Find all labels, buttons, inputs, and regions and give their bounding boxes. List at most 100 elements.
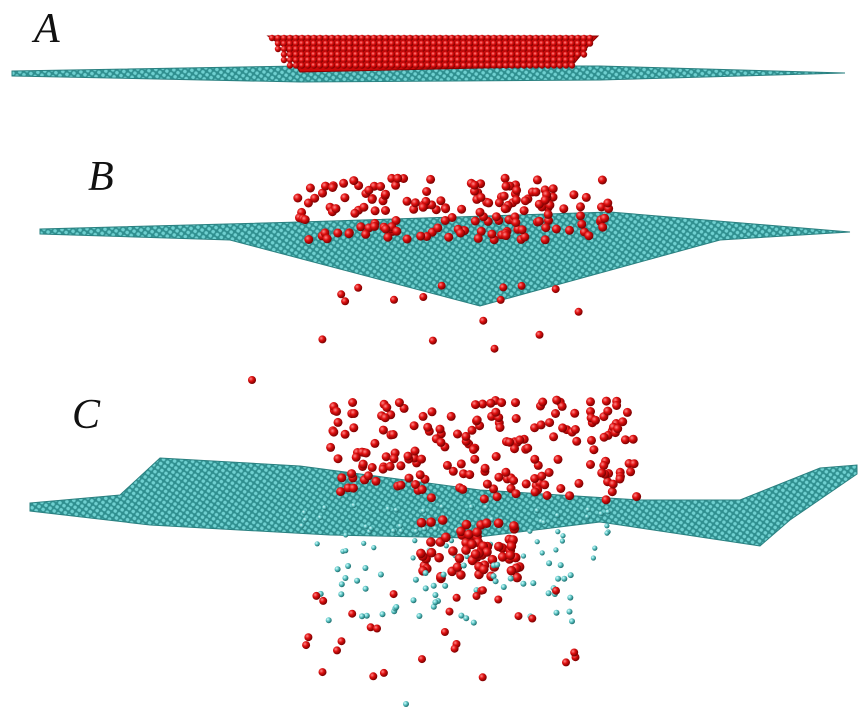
red-atom [438,515,448,525]
red-atom [496,423,505,432]
red-atom [503,35,509,41]
atom-group [248,376,641,707]
red-atom [527,57,533,63]
red-atom [533,57,539,63]
red-atom [587,436,596,445]
red-atom [569,46,575,52]
cyan-atom [315,541,320,546]
cyan-atom [535,539,540,544]
red-atom [497,57,503,63]
cyan-atom [567,609,573,615]
cyan-atom [416,613,422,619]
red-atom [369,672,377,680]
red-atom [287,57,293,63]
red-atom [491,35,497,41]
red-atom [347,46,353,52]
red-atom [499,283,507,291]
red-atom [317,46,323,52]
red-atom [426,175,435,184]
red-atom [597,468,606,477]
red-atom [350,209,359,218]
red-atom [465,470,474,479]
red-atom [485,35,491,41]
cyan-atom [326,617,332,623]
red-atom [501,468,510,477]
red-atom [458,485,467,494]
red-atom [306,184,315,193]
red-atom [396,461,405,470]
cyan-atom [391,528,396,533]
red-atom [395,40,401,46]
red-atom [348,610,356,618]
red-atom [275,46,281,52]
red-atom [481,464,490,473]
red-atom [347,40,353,46]
cyan-atom [403,701,409,707]
red-atom [539,51,545,57]
red-atom [353,40,359,46]
red-atom [381,413,390,422]
red-atom [551,57,557,63]
red-atom [317,57,323,63]
red-atom [486,399,495,408]
red-atom [491,345,499,353]
red-atom [612,401,621,410]
panel-label: B [88,154,114,200]
cyan-atom [494,562,500,568]
red-atom [441,533,451,543]
red-atom [287,40,293,46]
red-atom [598,223,607,232]
cyan-atom [339,581,345,587]
red-atom [377,40,383,46]
red-atom [371,40,377,46]
red-atom [473,46,479,52]
red-atom [511,398,520,407]
red-atom [383,40,389,46]
cyan-atom [555,513,560,518]
red-atom [382,403,391,412]
cyan-atom [399,528,404,533]
red-atom [411,198,420,207]
red-atom [411,447,420,456]
red-atom [538,398,547,407]
red-atom [467,35,473,41]
red-atom [410,421,419,430]
cyan-atom [385,506,390,511]
red-atom [392,227,401,236]
red-atom [333,229,342,238]
sheet [40,212,850,306]
red-atom [571,425,580,434]
cyan-atom [461,563,467,569]
red-atom [551,51,557,57]
red-atom [575,40,581,46]
red-atom [299,51,305,57]
cyan-atom [299,523,304,528]
red-atom [484,198,493,207]
red-atom [447,412,456,421]
red-atom [431,51,437,57]
red-atom [491,40,497,46]
red-atom [575,35,581,41]
red-atom [425,62,431,68]
red-atom [485,51,491,57]
cyan-atom [558,562,564,568]
red-atom [569,40,575,46]
red-atom [449,46,455,52]
red-atom [497,62,503,68]
red-atom [331,204,340,213]
cyan-atom [338,591,344,597]
red-atom [562,658,570,666]
red-atom [347,62,353,68]
red-atom [492,452,501,461]
red-atom [287,51,293,57]
red-atom [497,46,503,52]
red-atom [491,408,500,417]
red-atom [413,46,419,52]
cyan-atom [520,581,526,587]
red-atom [559,204,568,213]
red-atom [554,455,563,464]
red-atom [353,46,359,52]
red-atom [527,51,533,57]
red-atom [335,35,341,41]
cyan-atom [411,597,417,603]
